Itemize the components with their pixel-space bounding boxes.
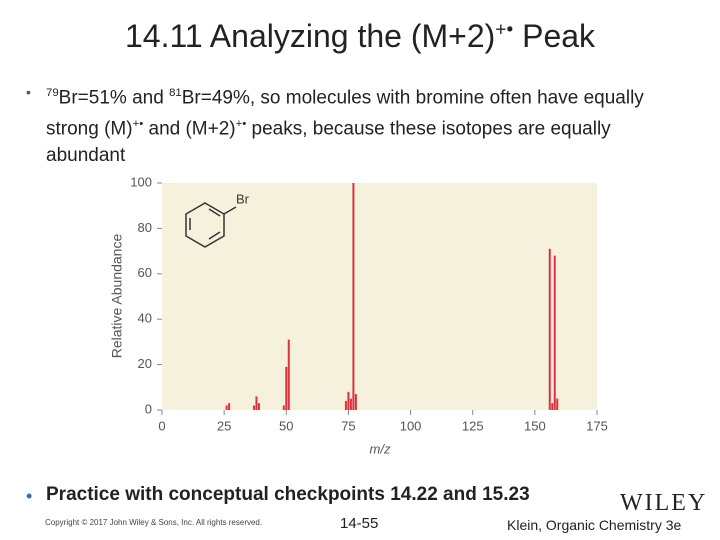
x-tick-label: 125	[462, 418, 484, 433]
superscript: +•	[132, 118, 144, 131]
text: and (M+2)	[143, 118, 236, 140]
x-axis-label: m/z	[370, 441, 391, 456]
y-tick-label: 0	[145, 401, 152, 416]
y-tick-label: 20	[138, 356, 152, 371]
copyright: Copyright © 2017 John Wiley & Sons, Inc.…	[45, 518, 263, 527]
x-tick-label: 175	[586, 418, 608, 433]
text: peaks, because these isotopes are equall…	[46, 118, 611, 166]
y-tick-label: 100	[130, 174, 152, 189]
superscript: 79	[46, 87, 59, 99]
annotation: Br	[236, 191, 250, 206]
y-axis-label: Relative Abundance	[109, 234, 125, 359]
benzene-structure	[185, 202, 237, 248]
page-number: 14-55	[340, 515, 379, 532]
text: Br=51% and	[58, 87, 170, 109]
y-tick-label: 80	[138, 220, 152, 235]
x-tick-label: 25	[217, 418, 231, 433]
bullet-dot: •	[26, 84, 31, 100]
bullet: Practice with conceptual checkpoints 14.…	[46, 484, 530, 505]
superscript: +•	[235, 118, 247, 131]
title-text: Peak	[513, 18, 596, 54]
y-tick-label: 40	[138, 311, 152, 326]
text: Br=49%, so molecules with bromine often …	[46, 87, 644, 140]
y-tick-label: 60	[138, 265, 152, 280]
x-tick-label: 100	[400, 418, 422, 433]
x-tick-label: 0	[158, 418, 165, 433]
bullet-dot: •	[26, 486, 33, 506]
slide-title: 14.11 Analyzing the (M+2)+• Peak	[0, 18, 720, 55]
superscript: 81	[169, 87, 182, 99]
logo: WILEY	[620, 490, 708, 516]
credit: Klein, Organic Chemistry 3e	[507, 517, 682, 533]
plot-area	[162, 183, 597, 410]
title-sup: +•	[495, 19, 514, 41]
title-text: 14.11 Analyzing the (M+2)	[124, 18, 496, 54]
bullet: 79Br=51% and 81Br=49%, so molecules with…	[46, 80, 676, 169]
x-tick-label: 150	[524, 418, 546, 433]
x-tick-label: 50	[279, 418, 293, 433]
x-tick-label: 75	[341, 418, 355, 433]
